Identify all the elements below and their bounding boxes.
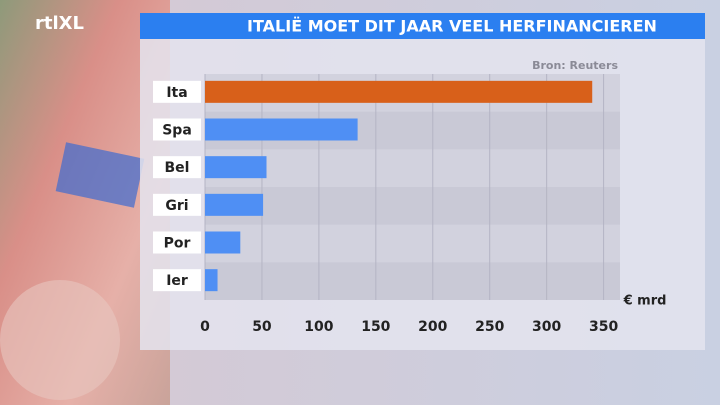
y-tick-label: Ita <box>166 85 187 101</box>
y-tick-label: Bel <box>165 160 190 176</box>
category-box <box>153 156 201 179</box>
bar <box>205 231 241 254</box>
chart-title: ITALIË MOET DIT JAAR VEEL HERFINANCIEREN <box>247 17 657 36</box>
x-tick-label: 0 <box>200 319 210 335</box>
source: Bron: Reuters <box>532 59 618 72</box>
bar <box>205 156 267 179</box>
x-tick-label: 200 <box>418 319 447 335</box>
x-tick-label: 50 <box>252 319 272 335</box>
x-tick-label: 250 <box>475 319 504 335</box>
banknote-detail <box>0 280 120 400</box>
bar <box>205 118 358 141</box>
category-box <box>153 269 201 292</box>
category-box <box>153 80 201 103</box>
x-tick-label: 100 <box>304 319 333 335</box>
row-stripe <box>205 224 620 263</box>
banknote-detail <box>55 142 145 208</box>
y-tick-label: Ier <box>166 273 188 289</box>
bar <box>205 193 264 216</box>
y-tick-label: Spa <box>162 123 192 139</box>
category-box <box>153 118 201 141</box>
category-box <box>153 193 201 216</box>
x-tick-label: 150 <box>361 319 390 335</box>
row-stripe <box>205 149 620 187</box>
y-tick-label: Gri <box>165 198 188 214</box>
bar <box>205 80 593 103</box>
x-tick-label: 300 <box>532 319 561 335</box>
x-tick-label: 350 <box>589 319 618 335</box>
bar <box>205 269 218 292</box>
unit-label: € mrd <box>623 294 667 309</box>
y-tick-label: Por <box>164 236 191 252</box>
category-box <box>153 231 201 254</box>
title-bar <box>140 13 705 39</box>
logo: rtlXL <box>35 13 84 34</box>
